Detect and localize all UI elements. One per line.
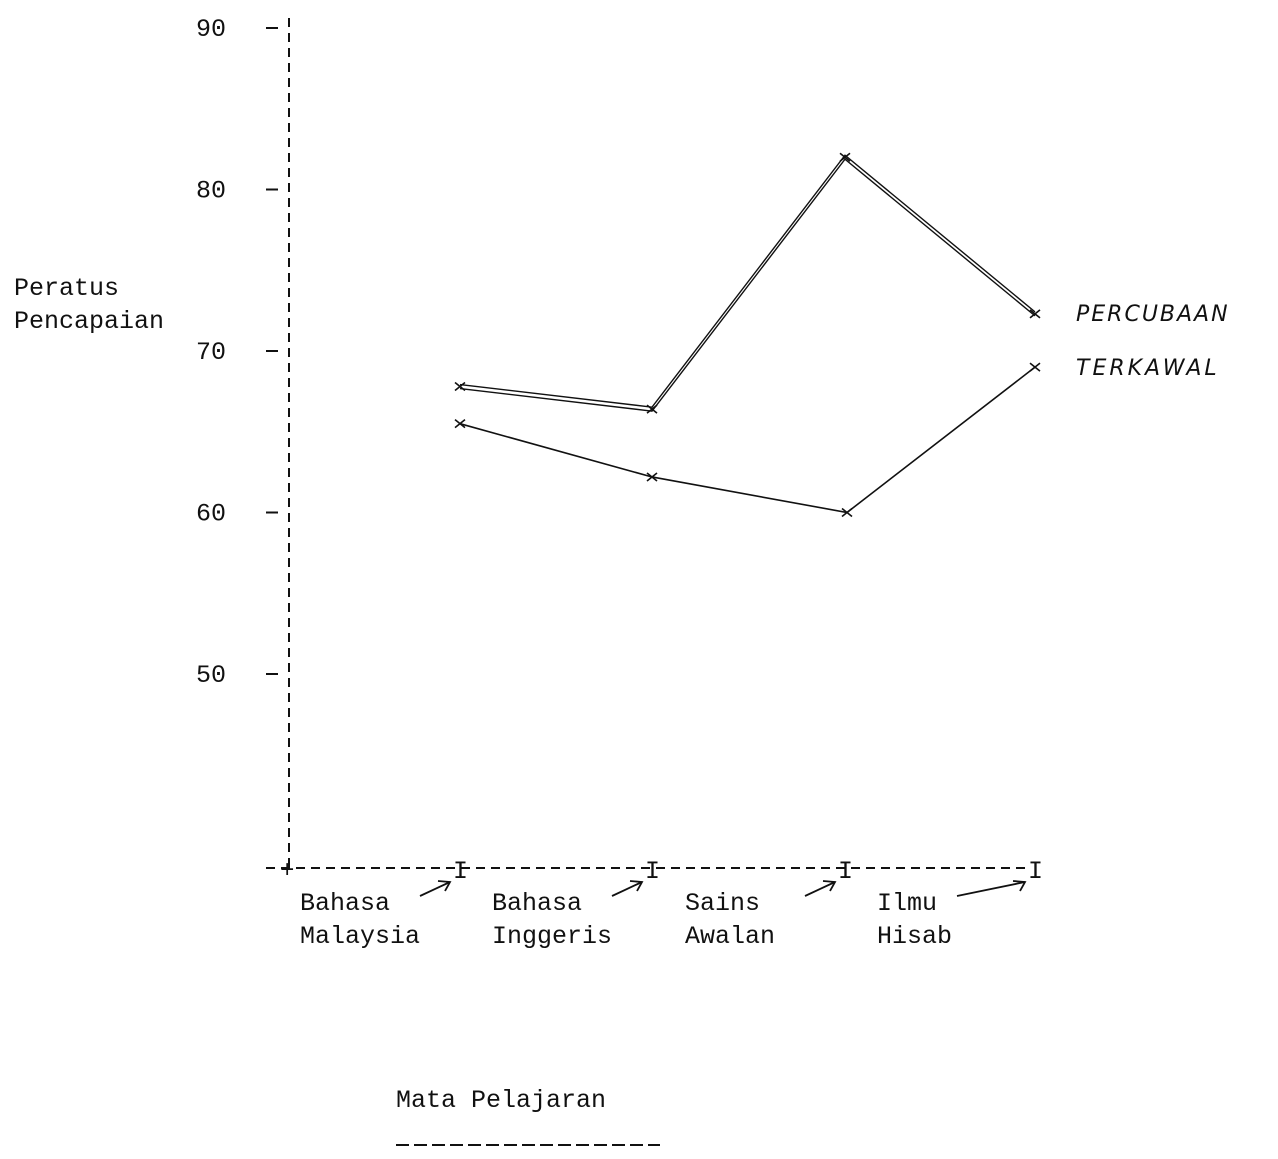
y-tick-label: 70	[196, 338, 226, 367]
y-axis-label-line-1: Peratus	[14, 274, 119, 303]
series-point	[1029, 362, 1041, 372]
y-tick-label: 80	[196, 177, 226, 206]
series-line-percubaan-inner	[459, 158, 1036, 412]
x-axis-origin-plus: +	[280, 858, 294, 885]
series-line-terkawal	[459, 366, 1036, 514]
series-line-percubaan	[459, 154, 1036, 408]
x-axis-label: Mata Pelajaran	[396, 1086, 606, 1115]
series-point	[646, 404, 658, 414]
x-tick-arrowhead	[1012, 880, 1027, 892]
legend-terkawal: TERKAWAL	[1076, 356, 1220, 381]
x-tick-label-line-1: Sains	[685, 889, 760, 918]
x-tick-marker: I	[1028, 857, 1043, 886]
series-point	[839, 152, 851, 162]
x-tick-label-line-1: Bahasa	[300, 889, 390, 918]
y-tick-label: 90	[196, 15, 226, 44]
x-tick-label-line-1: Bahasa	[492, 889, 582, 918]
y-ticks: 90 80 70 60 50	[196, 15, 278, 690]
series-point	[1029, 309, 1041, 319]
y-tick-label: 60	[196, 500, 226, 529]
x-tick-arrow	[804, 881, 836, 897]
x-tick-arrowhead	[437, 880, 452, 892]
x-tick-label-line-2: Hisab	[877, 922, 952, 951]
x-tick-arrow	[419, 881, 451, 897]
x-ticks: I Bahasa Malaysia I Bahasa Inggeris I Sains Awal…	[300, 857, 1043, 951]
series-point	[454, 381, 466, 392]
x-tick-label-line-1: Ilmu	[877, 889, 937, 918]
series-point	[646, 472, 658, 482]
labels: Peratus Pencapaian PERCUBAAN TERKAWAL Ma…	[14, 274, 1230, 1146]
x-tick-arrowhead	[822, 880, 837, 892]
x-tick-marker: I	[838, 857, 853, 886]
x-tick-label-line-2: Malaysia	[300, 922, 420, 951]
series-point	[454, 419, 466, 429]
series-point	[841, 507, 853, 518]
x-tick-label-line-2: Inggeris	[492, 922, 612, 951]
x-tick-arrowhead	[629, 880, 644, 892]
x-tick-label-line-2: Awalan	[685, 922, 775, 951]
series-layer	[454, 152, 1041, 518]
y-tick-label: 50	[196, 661, 226, 690]
x-tick-marker: I	[453, 857, 468, 886]
axes: +	[266, 18, 1030, 885]
legend-percubaan: PERCUBAAN	[1076, 302, 1230, 327]
x-tick-arrow	[956, 881, 1026, 897]
y-axis-label-line-2: Pencapaian	[14, 307, 164, 336]
x-tick-arrow	[611, 881, 643, 897]
x-tick-marker: I	[645, 857, 660, 886]
